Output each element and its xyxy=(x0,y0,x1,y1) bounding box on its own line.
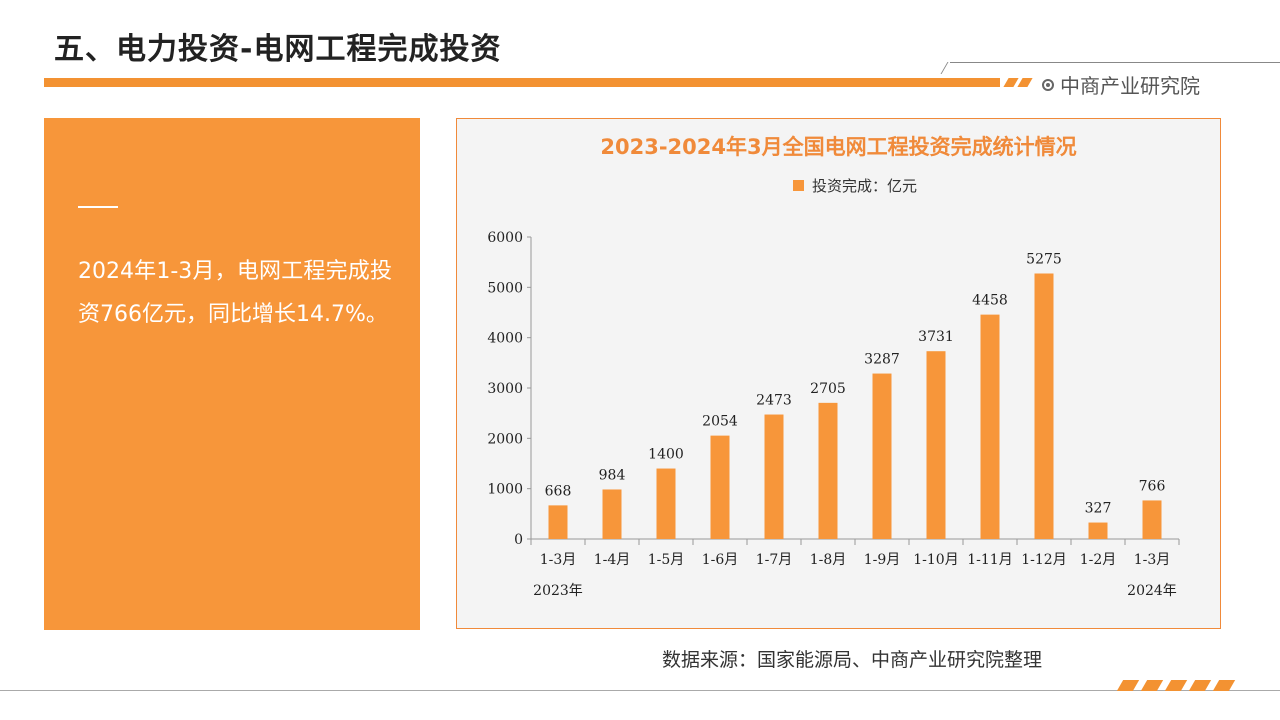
y-tick-label: 4000 xyxy=(487,331,523,347)
brand-logo: 中商产业研究院 xyxy=(1042,70,1200,99)
y-tick-label: 0 xyxy=(514,532,523,548)
chart-panel: 2023-2024年3月全国电网工程投资完成统计情况 投资完成：亿元 0 1000… xyxy=(456,118,1221,629)
bar xyxy=(926,351,946,539)
x-tick-label: 1-10月 xyxy=(913,552,958,568)
data-label: 3287 xyxy=(864,352,900,368)
data-label: 3731 xyxy=(918,329,954,345)
x-tick-label: 1-6月 xyxy=(702,552,739,568)
data-label: 668 xyxy=(545,483,572,499)
brand-name: 中商产业研究院 xyxy=(1060,74,1200,98)
bar xyxy=(710,435,730,539)
x-tick-label: 1-5月 xyxy=(648,552,685,568)
decor-stripe xyxy=(1003,78,1019,87)
bar xyxy=(602,489,622,539)
data-label: 4458 xyxy=(972,293,1008,309)
chart-legend: 投资完成：亿元 xyxy=(793,175,917,196)
data-label: 984 xyxy=(599,467,626,483)
legend-label: 投资完成：亿元 xyxy=(812,177,918,195)
header-divider xyxy=(950,62,1280,63)
x-tick-label: 1-11月 xyxy=(967,552,1012,568)
title-underline xyxy=(44,78,1000,87)
bar xyxy=(980,314,1000,539)
y-tick-label: 3000 xyxy=(487,381,523,397)
data-label: 2705 xyxy=(810,381,846,397)
y-tick-label: 6000 xyxy=(487,230,523,246)
summary-panel: 2024年1-3月，电网工程完成投资766亿元，同比增长14.7%。 xyxy=(44,118,420,630)
chart-title: 2023-2024年3月全国电网工程投资完成统计情况 xyxy=(600,135,1077,159)
x-tick-label: 1-4月 xyxy=(594,552,631,568)
data-label: 5275 xyxy=(1026,251,1062,267)
x-tick-label: 1-2月 xyxy=(1080,552,1117,568)
data-label: 2054 xyxy=(702,414,738,430)
x-tick-label: 1-3月 xyxy=(540,552,577,568)
x-tick-label: 1-7月 xyxy=(756,552,793,568)
decor-stripe xyxy=(1017,78,1033,87)
bar-chart: 0 1000 2000 3000 4000 5000 6000 668 1-3月 984 1-4月 1… xyxy=(487,230,1180,599)
x-tick-label: 1-9月 xyxy=(864,552,901,568)
bar xyxy=(764,414,784,539)
year-group-label: 2023年 xyxy=(533,583,583,599)
brand-icon xyxy=(1042,78,1054,91)
bar xyxy=(656,468,676,539)
data-source: 数据来源：国家能源局、中商产业研究院整理 xyxy=(662,649,1043,671)
y-tick-label: 2000 xyxy=(487,431,523,447)
bar xyxy=(1142,500,1162,539)
x-tick-label: 1-8月 xyxy=(810,552,847,568)
page-title: 五、电力投资-电网工程完成投资 xyxy=(54,32,502,67)
summary-text: 2024年1-3月，电网工程完成投资766亿元，同比增长14.7%。 xyxy=(78,259,392,327)
data-label: 2473 xyxy=(756,393,792,409)
y-tick-label: 5000 xyxy=(487,280,523,296)
year-group-label: 2024年 xyxy=(1127,583,1177,599)
x-tick-label: 1-12月 xyxy=(1021,552,1066,568)
bar xyxy=(1088,522,1108,539)
bar xyxy=(1034,273,1054,539)
y-tick-label: 1000 xyxy=(487,482,523,498)
summary-dash xyxy=(78,206,118,208)
bar xyxy=(548,505,568,539)
header-divider-slant xyxy=(940,62,949,74)
data-label: 1400 xyxy=(648,447,684,463)
legend-swatch xyxy=(793,180,804,191)
data-label: 327 xyxy=(1085,501,1112,517)
bar xyxy=(818,402,838,539)
bar xyxy=(872,373,892,539)
data-label: 766 xyxy=(1139,478,1166,494)
x-tick-label: 1-3月 xyxy=(1134,552,1171,568)
footer-divider xyxy=(0,690,1280,691)
